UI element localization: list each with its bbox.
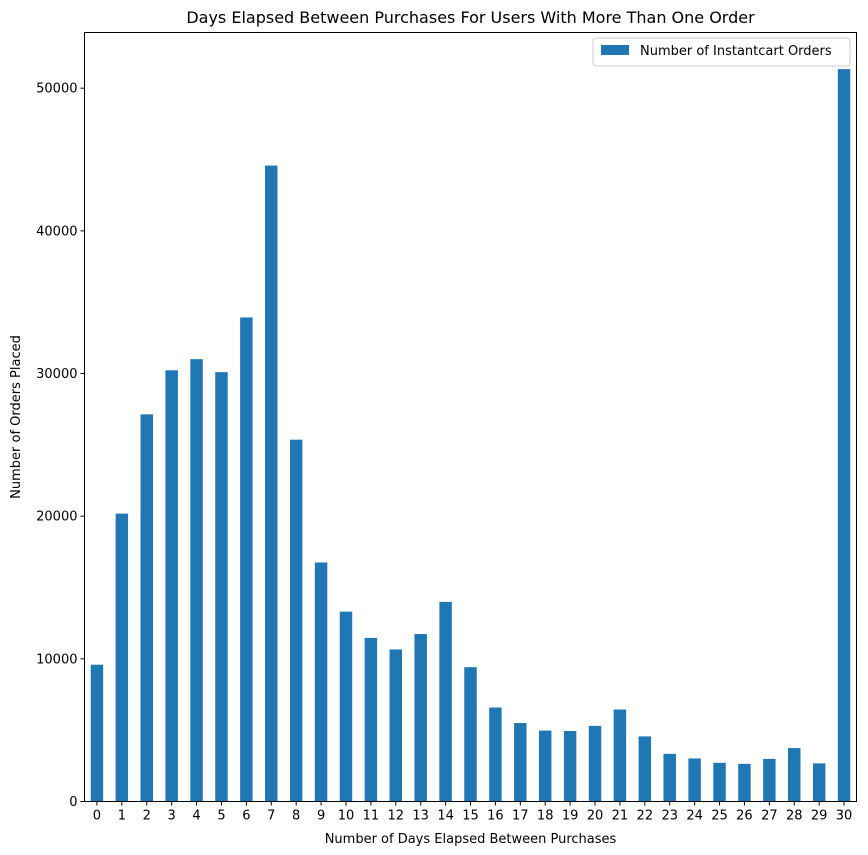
x-tick-label: 27 bbox=[761, 809, 778, 824]
y-tick-label: 20000 bbox=[36, 510, 77, 525]
bar-day-20 bbox=[588, 725, 602, 802]
bar-day-10 bbox=[339, 611, 353, 802]
x-tick-label: 3 bbox=[168, 809, 176, 824]
y-axis-label: Number of Orders Placed bbox=[9, 335, 24, 499]
bar-day-15 bbox=[464, 667, 477, 802]
bar-day-5 bbox=[215, 372, 228, 802]
y-axis-ticks: 0 10000 20000 30000 40000 50000 bbox=[36, 82, 85, 810]
bar-day-7 bbox=[265, 165, 278, 802]
bar-day-9 bbox=[314, 562, 328, 802]
x-tick-label: 30 bbox=[836, 809, 853, 824]
y-tick-label: 30000 bbox=[36, 367, 77, 382]
x-tick-label: 28 bbox=[786, 809, 803, 824]
x-tick-label: 8 bbox=[292, 809, 300, 824]
legend-box bbox=[592, 37, 851, 67]
x-tick-label: 16 bbox=[487, 809, 504, 824]
x-tick-label: 23 bbox=[661, 809, 678, 824]
x-tick-label: 24 bbox=[686, 809, 703, 824]
x-tick-label: 2 bbox=[143, 809, 151, 824]
x-tick-label: 9 bbox=[317, 809, 325, 824]
bar-day-18 bbox=[538, 730, 552, 802]
y-tick-label: 10000 bbox=[36, 652, 77, 667]
x-tick-label: 6 bbox=[242, 809, 250, 824]
bar-day-11 bbox=[364, 637, 378, 802]
bar-day-25 bbox=[713, 762, 726, 802]
x-tick-label: 25 bbox=[711, 809, 728, 824]
x-tick-label: 14 bbox=[437, 809, 454, 824]
bar-day-16 bbox=[489, 707, 502, 802]
bar-day-22 bbox=[638, 736, 652, 802]
bar-day-13 bbox=[414, 634, 427, 802]
y-tick-label: 0 bbox=[69, 795, 77, 810]
bar-day-19 bbox=[563, 731, 577, 802]
bar-day-8 bbox=[289, 439, 303, 802]
y-tick-label: 40000 bbox=[36, 224, 77, 239]
bar-day-0 bbox=[90, 664, 104, 802]
bar-day-17 bbox=[514, 723, 527, 802]
bars-group bbox=[90, 69, 851, 802]
bar-day-23 bbox=[663, 753, 676, 802]
x-tick-label: 20 bbox=[587, 809, 604, 824]
x-tick-label: 22 bbox=[637, 809, 654, 824]
x-tick-label: 11 bbox=[363, 809, 380, 824]
bar-day-27 bbox=[763, 758, 776, 802]
x-tick-label: 7 bbox=[267, 809, 275, 824]
bar-day-1 bbox=[115, 513, 129, 802]
bar-day-24 bbox=[688, 758, 701, 802]
x-tick-label: 13 bbox=[412, 809, 429, 824]
legend-label: Number of Instantcart Orders bbox=[640, 44, 832, 59]
legend-swatch bbox=[601, 45, 629, 55]
x-tick-label: 4 bbox=[192, 809, 200, 824]
x-axis-ticks: 0 1 2 3 4 5 6 7 8 9 10 11 12 13 14 15 16 17 18 19 20 21 22 23 24… bbox=[93, 801, 853, 824]
bar-day-4 bbox=[190, 359, 203, 802]
bar-day-14 bbox=[439, 601, 452, 802]
x-axis-label: Number of Days Elapsed Between Purchases bbox=[325, 832, 617, 847]
bar-day-29 bbox=[812, 763, 826, 802]
bar-day-28 bbox=[788, 748, 801, 802]
bar-day-26 bbox=[738, 763, 751, 802]
x-tick-label: 18 bbox=[537, 809, 554, 824]
x-tick-label: 21 bbox=[612, 809, 629, 824]
x-tick-label: 0 bbox=[93, 809, 101, 824]
x-tick-label: 15 bbox=[462, 809, 479, 824]
x-tick-label: 29 bbox=[811, 809, 828, 824]
bar-day-30 bbox=[837, 69, 851, 802]
bar-day-21 bbox=[613, 709, 627, 802]
y-tick-label: 50000 bbox=[36, 82, 77, 97]
legend: Number of Instantcart Orders bbox=[592, 37, 851, 67]
bar-day-2 bbox=[140, 414, 153, 802]
x-tick-label: 1 bbox=[118, 809, 126, 824]
x-tick-label: 26 bbox=[736, 809, 753, 824]
x-tick-label: 17 bbox=[512, 809, 529, 824]
x-tick-label: 5 bbox=[217, 809, 225, 824]
chart-title: Days Elapsed Between Purchases For Users… bbox=[186, 8, 755, 27]
x-tick-label: 12 bbox=[388, 809, 405, 824]
x-tick-label: 10 bbox=[338, 809, 355, 824]
x-tick-label: 19 bbox=[562, 809, 579, 824]
bar-day-12 bbox=[389, 649, 403, 802]
bar-day-6 bbox=[240, 317, 253, 802]
bar-day-3 bbox=[165, 370, 178, 802]
